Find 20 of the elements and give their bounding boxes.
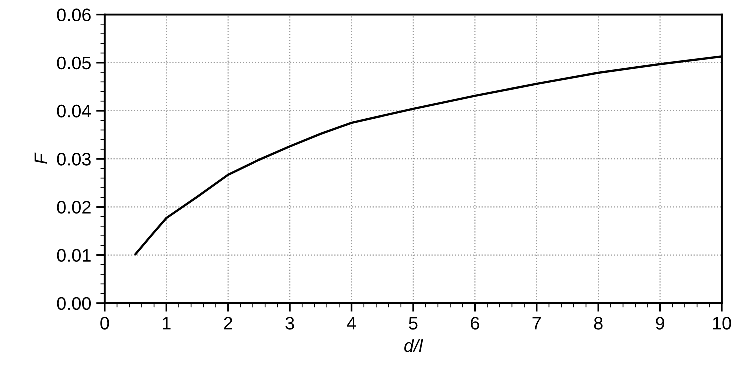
y-tick-label: 0.01 xyxy=(57,249,91,262)
x-axis-title: d/l xyxy=(404,338,424,352)
y-tick-label: 0.00 xyxy=(57,297,92,310)
y-tick-label: 0.06 xyxy=(57,8,91,22)
y-tick-label: 0.04 xyxy=(57,104,92,118)
y-tick-label: 0.05 xyxy=(57,56,91,70)
x-tick-label: 0 xyxy=(100,317,110,330)
x-tick-label: 4 xyxy=(347,317,356,330)
x-tick-label: 7 xyxy=(532,317,541,330)
x-tick-label: 1 xyxy=(163,317,171,330)
x-tick-label: 3 xyxy=(286,317,294,330)
x-tick-label: 8 xyxy=(594,317,603,330)
x-tick-label: 10 xyxy=(713,317,732,330)
y-tick-label: 0.03 xyxy=(57,153,91,166)
x-tick-label: 6 xyxy=(471,317,480,330)
x-tick-label: 9 xyxy=(656,317,664,330)
x-tick-label: 2 xyxy=(224,317,232,330)
y-axis-title: F xyxy=(34,152,48,164)
x-tick-label: 5 xyxy=(409,317,418,330)
y-tick-label: 0.02 xyxy=(57,201,91,214)
